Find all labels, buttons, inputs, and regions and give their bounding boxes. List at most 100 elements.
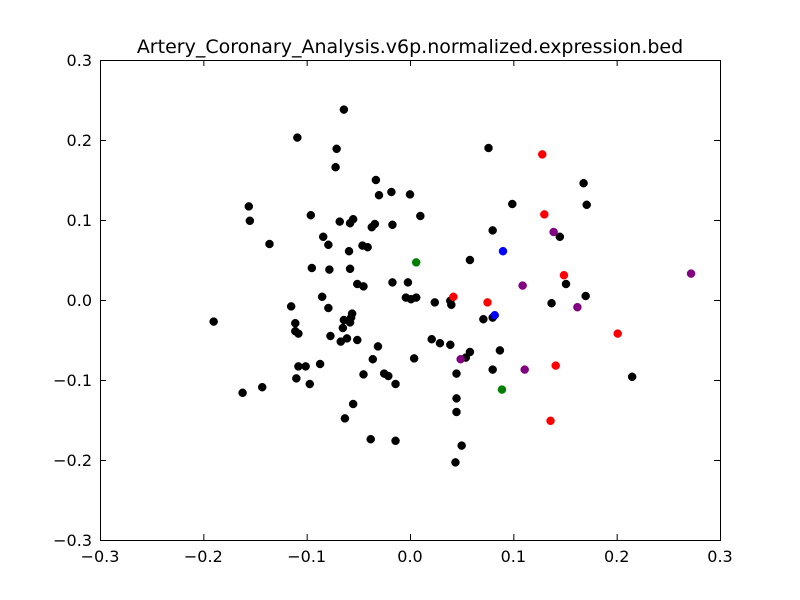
scatter-point <box>265 239 274 249</box>
scatter-point <box>326 331 335 341</box>
y-tick-label: 0.0 <box>67 291 92 310</box>
scatter-point <box>627 372 637 382</box>
scatter-point <box>318 232 328 242</box>
scatter-point <box>427 334 436 344</box>
scatter-point <box>447 300 456 310</box>
scatter-point <box>344 246 354 256</box>
scatter-point <box>366 434 375 444</box>
scatter-point <box>331 162 340 172</box>
scatter-point <box>345 318 355 327</box>
x-tick-label: 0.1 <box>501 547 526 566</box>
scatter-point <box>405 190 415 199</box>
scatter-point <box>359 370 368 379</box>
scatter-point <box>238 388 247 398</box>
scatter-point <box>324 303 333 313</box>
scatter-point <box>582 200 591 210</box>
scatter-point <box>374 190 384 200</box>
scatter-point <box>546 416 555 426</box>
x-tick-label: −0.2 <box>184 547 223 566</box>
scatter-point <box>547 298 556 308</box>
scatter-point <box>483 298 492 307</box>
scatter-point <box>367 222 377 232</box>
scatter-point <box>387 187 396 197</box>
scatter-point <box>488 365 497 374</box>
scatter-point <box>498 246 508 256</box>
scatter-point <box>430 298 440 307</box>
scatter-point <box>286 302 296 311</box>
scatter-point <box>294 362 303 371</box>
scatter-point <box>325 265 334 274</box>
scatter-point <box>561 279 571 289</box>
scatter-point <box>317 292 327 302</box>
scatter-point <box>549 227 558 237</box>
scatter-point <box>293 133 302 142</box>
scatter-point <box>508 199 517 209</box>
scatter-point <box>391 436 400 446</box>
scatter-point <box>373 342 383 351</box>
y-tick-label: 0.1 <box>67 211 92 230</box>
scatter-point <box>479 314 488 324</box>
scatter-point <box>363 242 372 252</box>
scatter-point <box>301 362 310 371</box>
scatter-point <box>388 220 397 230</box>
scatter-point <box>345 218 355 228</box>
scatter-point <box>484 143 493 153</box>
scatter-point <box>573 302 582 312</box>
scatter-point <box>307 263 317 273</box>
scatter-point <box>324 240 333 250</box>
scatter-point <box>384 371 393 381</box>
scatter-point <box>245 216 255 226</box>
scatter-point <box>540 210 549 219</box>
scatter-point <box>465 255 475 265</box>
scatter-point <box>449 292 458 302</box>
scatter-point <box>488 226 497 235</box>
chart-title: Artery_Coronary_Analysis.v6p.normalized.… <box>137 36 683 58</box>
scatter-point <box>338 323 348 333</box>
scatter-point <box>457 441 466 450</box>
scatter-point <box>490 310 499 320</box>
y-tick-label: 0.3 <box>67 51 92 70</box>
plot-frame <box>100 60 721 541</box>
scatter-point <box>291 318 300 328</box>
scatter-point <box>409 354 419 363</box>
scatter-point <box>446 340 455 350</box>
scatter-point <box>388 278 397 287</box>
scatter-point <box>452 407 461 417</box>
x-tick-label: −0.3 <box>81 547 120 566</box>
scatter-point <box>456 354 465 364</box>
scatter-point <box>551 361 560 370</box>
x-tick-label: 0.3 <box>707 547 732 566</box>
scatter-point <box>452 394 461 403</box>
scatter-point <box>339 105 349 114</box>
axis-ticks: −0.3 −0.2 −0.1 0.0 0.1 0.2 0.3 −0.3 −0.2 −0.1 0.0 0… <box>53 51 733 566</box>
scatter-point <box>353 335 362 345</box>
data-points <box>209 105 696 467</box>
scatter-point <box>305 379 315 389</box>
scatter-point <box>292 374 301 383</box>
scatter-point <box>257 382 267 392</box>
y-tick-label: −0.2 <box>53 451 92 470</box>
scatter-point <box>209 317 218 326</box>
scatter-point <box>368 354 378 364</box>
scatter-point <box>411 293 421 302</box>
scatter-point <box>244 202 254 211</box>
scatter-point <box>555 232 565 242</box>
x-tick-label: −0.1 <box>287 547 326 566</box>
scatter-point <box>581 291 590 301</box>
scatter-point <box>348 399 358 409</box>
y-tick-label: −0.3 <box>53 531 92 550</box>
scatter-point <box>340 414 350 423</box>
scatter-point <box>371 175 381 185</box>
scatter-point <box>497 385 507 394</box>
scatter-point <box>336 337 346 346</box>
scatter-point <box>345 264 355 274</box>
scatter-point <box>332 144 341 154</box>
scatter-point <box>495 346 505 355</box>
scatter-point <box>452 369 461 378</box>
scatter-point <box>559 270 569 280</box>
scatter-point <box>451 458 460 467</box>
scatter-point <box>391 379 400 389</box>
scatter-point <box>538 150 547 159</box>
scatter-point <box>403 278 413 287</box>
